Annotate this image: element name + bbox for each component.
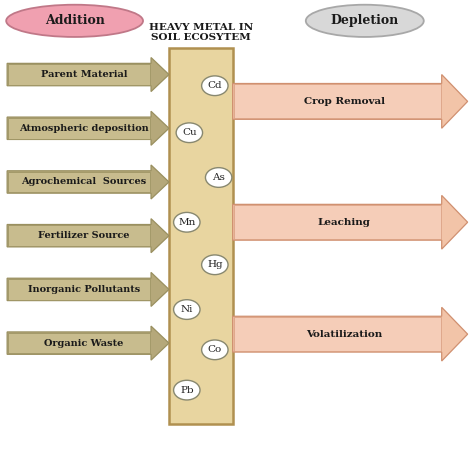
Polygon shape [7,57,169,92]
Polygon shape [7,111,169,145]
Polygon shape [7,326,169,360]
Ellipse shape [201,76,228,96]
Text: Co: Co [208,345,222,354]
Text: Hg: Hg [207,260,223,269]
Ellipse shape [173,212,200,232]
Text: Leaching: Leaching [318,218,371,227]
Text: Cu: Cu [182,128,197,137]
Polygon shape [7,165,169,199]
Text: Crop Removal: Crop Removal [304,97,385,106]
Polygon shape [7,219,169,253]
Ellipse shape [173,380,200,400]
FancyBboxPatch shape [234,317,441,351]
FancyBboxPatch shape [234,205,441,239]
Text: Volatilization: Volatilization [306,330,383,339]
Polygon shape [233,75,468,128]
Ellipse shape [205,167,232,187]
Polygon shape [7,273,169,306]
FancyBboxPatch shape [234,84,441,119]
Text: Addition: Addition [45,14,105,27]
Ellipse shape [6,5,143,37]
Text: Inorganic Pollutants: Inorganic Pollutants [27,285,140,294]
FancyBboxPatch shape [8,279,150,299]
Text: Cd: Cd [208,81,222,90]
Text: Depletion: Depletion [331,14,399,27]
FancyBboxPatch shape [8,172,150,192]
Ellipse shape [201,340,228,360]
Text: Fertilizer Source: Fertilizer Source [38,231,129,240]
Text: Agrochemical  Sources: Agrochemical Sources [21,177,146,186]
Text: Organic Waste: Organic Waste [44,339,124,348]
Text: As: As [212,173,225,182]
Text: Atmospheric deposition: Atmospheric deposition [19,124,149,133]
Ellipse shape [176,123,202,143]
Text: HEAVY METAL IN
SOIL ECOSYTEM: HEAVY METAL IN SOIL ECOSYTEM [149,23,253,42]
FancyBboxPatch shape [169,48,233,424]
Ellipse shape [201,255,228,275]
FancyBboxPatch shape [8,333,150,353]
Text: Ni: Ni [181,305,193,314]
FancyBboxPatch shape [8,225,150,246]
Polygon shape [233,307,468,361]
Polygon shape [233,195,468,249]
Ellipse shape [173,299,200,319]
Text: Mn: Mn [178,218,195,227]
Text: Pb: Pb [180,386,193,395]
Ellipse shape [306,5,424,37]
Text: Parent Material: Parent Material [41,70,127,79]
FancyBboxPatch shape [8,118,150,139]
FancyBboxPatch shape [8,64,150,85]
